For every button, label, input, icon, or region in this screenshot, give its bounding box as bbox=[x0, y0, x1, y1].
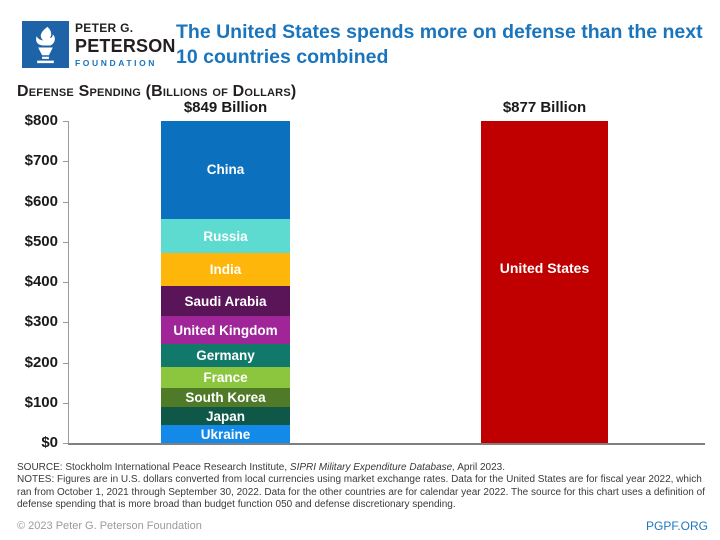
plot-area: $849 Billion $877 Billion China Russia Ind… bbox=[68, 99, 705, 445]
bar-segment-china: China bbox=[161, 121, 290, 219]
chart-title: Defense Spending (Billions of Dollars) bbox=[17, 83, 297, 100]
bar-segment-japan: Japan bbox=[161, 406, 290, 426]
bar-total-label-next10: $849 Billion bbox=[183, 99, 268, 116]
y-tick-label: $100 bbox=[24, 393, 58, 411]
stacked-bar-next-10-countries: China Russia India Saudi Arabia United Kingd… bbox=[161, 121, 290, 443]
bar-segment-united-kingdom: United Kingdom bbox=[161, 316, 290, 345]
y-tick-mark bbox=[63, 322, 68, 324]
segment-label: United Kingdom bbox=[173, 322, 278, 338]
bar-segment-united-states: United States bbox=[481, 121, 608, 443]
bar-segment-germany: Germany bbox=[161, 344, 290, 367]
page-title-line-2: 10 countries combined bbox=[176, 46, 389, 68]
source-suffix: April 2023. bbox=[454, 462, 506, 473]
y-tick-label: $800 bbox=[24, 112, 58, 129]
y-tick-label: $400 bbox=[24, 273, 58, 290]
y-tick-label: $200 bbox=[24, 353, 58, 371]
segment-label: France bbox=[203, 369, 248, 385]
y-tick-mark bbox=[63, 402, 68, 404]
y-tick-mark bbox=[63, 362, 68, 364]
segment-label: China bbox=[206, 162, 245, 178]
segment-label: Russia bbox=[203, 228, 248, 244]
segment-label: Saudi Arabia bbox=[184, 293, 267, 309]
bar-segment-ukraine: Ukraine bbox=[161, 425, 290, 443]
y-tick-label: $300 bbox=[24, 313, 58, 331]
logo-line-2: PETERSON bbox=[75, 36, 176, 56]
y-tick-label: $600 bbox=[24, 192, 58, 210]
y-tick-mark bbox=[63, 241, 68, 243]
bar-segment-south-korea: South Korea bbox=[161, 388, 290, 407]
segment-label: Ukraine bbox=[200, 426, 251, 442]
y-tick-mark bbox=[63, 121, 68, 122]
y-tick-mark bbox=[63, 161, 68, 163]
bar-segment-france: France bbox=[161, 366, 290, 389]
y-tick-mark bbox=[63, 443, 68, 444]
logo-line-3: FOUNDATION bbox=[75, 58, 158, 68]
bar-segment-saudi-arabia: Saudi Arabia bbox=[161, 286, 290, 317]
page-title-line-1: The United States spends more on defense… bbox=[176, 21, 703, 43]
y-tick-label: $700 bbox=[24, 152, 58, 170]
logo-wordmark: PETER G. PETERSON FOUNDATION bbox=[75, 22, 176, 68]
y-tick-label: $0 bbox=[41, 434, 58, 451]
segment-label: South Korea bbox=[185, 390, 266, 406]
segment-label: United States bbox=[499, 260, 590, 276]
y-axis: $800 $700 $600 $500 $400 $300 $200 $100 $0 bbox=[0, 113, 68, 451]
source-italic: SIPRI Military Expenditure Database, bbox=[289, 462, 455, 473]
segment-label: Japan bbox=[205, 408, 246, 424]
torch-icon bbox=[22, 26, 69, 72]
y-tick-mark bbox=[63, 282, 68, 283]
pgpf-link[interactable]: PGPF.ORG bbox=[645, 519, 708, 533]
source-line: SOURCE: Stockholm International Peace Re… bbox=[17, 462, 505, 475]
segment-label: India bbox=[209, 262, 242, 278]
page-title: The United States spends more on defense… bbox=[176, 20, 710, 70]
logo-line-1: PETER G. bbox=[75, 21, 134, 35]
copyright-text: © 2023 Peter G. Peterson Foundation bbox=[17, 520, 202, 532]
source-prefix: SOURCE: Stockholm International Peace Re… bbox=[17, 462, 290, 473]
pgpf-logo bbox=[22, 21, 69, 68]
y-tick-mark bbox=[63, 201, 68, 203]
notes-text: NOTES: Figures are in U.S. dollars conve… bbox=[17, 474, 705, 510]
bar-segment-russia: Russia bbox=[161, 218, 290, 254]
bar-total-label-us: $877 Billion bbox=[502, 99, 587, 116]
bar-segment-india: India bbox=[161, 253, 290, 287]
segment-label: Germany bbox=[196, 347, 255, 363]
y-tick-label: $500 bbox=[24, 232, 58, 250]
bar-united-states: United States bbox=[481, 121, 608, 443]
